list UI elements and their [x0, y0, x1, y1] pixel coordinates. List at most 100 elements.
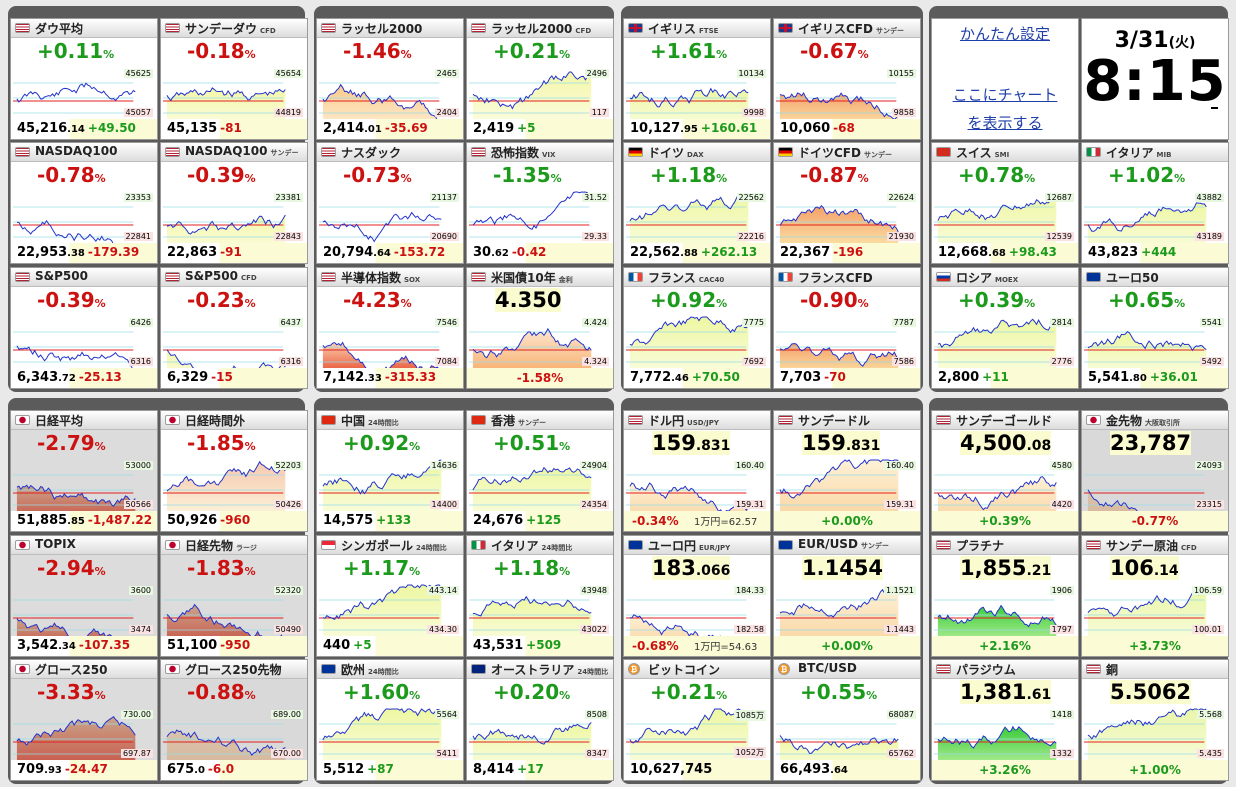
market-card[interactable]: 日経平均 53000 50566 -2.79% 51,885.85 -1,487.22 [10, 410, 158, 532]
market-card[interactable]: 香港 サンデー 24904 24354 +0.51% 24,676 +125 [466, 410, 614, 532]
change-percent: +0.39% [979, 514, 1031, 528]
market-card[interactable]: ダウ平均 45625 45057 +0.11% 45,216.14 +49.50 [10, 18, 158, 140]
percent-sign: % [716, 48, 728, 61]
market-card[interactable]: ユーロ50 5541 5492 +0.65% 5,541.80 +36.01 [1081, 267, 1229, 389]
market-card[interactable]: ドイツ DAX 22562 22216 +1.18% 22,562.88 +262.13 [623, 142, 771, 264]
price-decimal: .68 [988, 248, 1006, 259]
market-card[interactable]: 恐怖指数 VIX 31.52 29.33 -1.35% 30.62 -0.42 [466, 142, 614, 264]
market-card[interactable]: グロース250 730.00 697.87 -3.33% 709.93 -24.47 [10, 659, 158, 781]
market-name: 米国債10年 金利 [491, 269, 573, 286]
percent-sign: % [94, 172, 106, 185]
market-card[interactable]: S&P500 6426 6316 -0.39% 6,343.72 -25.13 [10, 267, 158, 389]
market-card[interactable]: 日経時間外 52203 50426 -1.85% 50,926 -960 [160, 410, 308, 532]
market-card[interactable]: NASDAQ100 サンデー 23381 22843 -0.39% 22,863 -91 [160, 142, 308, 264]
market-name-text: グロース250 [35, 663, 108, 677]
market-card[interactable]: ドル円 USD/JPY 160.40 159.31 159.831 -0.34% 1万円=6… [623, 410, 771, 532]
quote-decimal: .08 [1026, 438, 1052, 454]
change-percent-value: -3.33 [37, 680, 95, 704]
market-name-text: ドル円 [648, 414, 685, 428]
market-card[interactable]: 欧州 24時間比 5564 5411 +1.60% 5,512 +87 [316, 659, 464, 781]
price-value: 3,542.34 -107.35 [17, 638, 130, 653]
market-card[interactable]: S&P500 CFD 6437 6316 -0.23% 6,329 -15 [160, 267, 308, 389]
sparkline-chart [625, 708, 749, 774]
market-card[interactable]: ラッセル2000 2465 2404 -1.46% 2,414.01 -35.69 [316, 18, 464, 140]
price-decimal: .34 [58, 641, 76, 652]
market-card[interactable]: 半導体指数 SOX 7546 7084 -4.23% 7,142.33 -315.33 [316, 267, 464, 389]
market-card[interactable]: サンデードル 160.40 159.31 159.831 +0.00% [773, 410, 921, 532]
us-flag-icon [165, 272, 180, 282]
market-card[interactable]: パラジウム 1418 1332 1,381.61 +3.26% [931, 659, 1079, 781]
sparkline-line [166, 87, 286, 102]
clock-mark [1211, 107, 1218, 109]
market-name: EUR/USD サンデー [798, 537, 889, 551]
market-card[interactable]: TOPIX 3600 3474 -2.94% 3,542.34 -107.35 [10, 535, 158, 657]
market-card[interactable]: ユーロ円 EUR/JPY 184.33 182.58 183.066 -0.68% 1万円=… [623, 535, 771, 657]
price-value: 7,142.33 -315.33 [323, 370, 436, 385]
market-card[interactable]: NASDAQ100 23353 22841 -0.78% 22,953.38 -179.3… [10, 142, 158, 264]
market-card[interactable]: サンデーダウ CFD 45654 44819 -0.18% 45,135 -81 [160, 18, 308, 140]
market-card[interactable]: オーストラリア 24時間比 8508 8347 +0.20% 8,414 +17 [466, 659, 614, 781]
market-card[interactable]: サンデーゴールド 4580 4420 4,500.08 +0.39% [931, 410, 1079, 532]
price-decimal: .85 [67, 516, 85, 527]
price-decimal: .80 [1129, 373, 1147, 384]
market-card[interactable]: 銅 5.568 5.435 5.5062 +1.00% [1081, 659, 1229, 781]
low-value: 5411 [434, 749, 459, 758]
quote-integer: 5.5062 [1110, 680, 1192, 704]
sparkline-line [166, 460, 286, 492]
market-card[interactable]: イタリア MIB 43882 43189 +1.02% 43,823 +444 [1081, 142, 1229, 264]
price-row: 22,367 -196 [774, 243, 920, 263]
market-card[interactable]: イギリス FTSE 10134 9998 +1.61% 10,127.95 +160.61 [623, 18, 771, 140]
market-card[interactable]: フランスCFD 7787 7586 -0.90% 7,703 -70 [773, 267, 921, 389]
low-value: 44819 [273, 108, 303, 117]
market-card[interactable]: グロース250先物 689.00 670.00 -0.88% 675.0 -6.0 [160, 659, 308, 781]
market-card[interactable]: プラチナ 1906 1797 1,855.21 +2.16% [931, 535, 1079, 657]
market-subtitle: USD/JPY [687, 419, 719, 427]
change-percent: -1.46% [343, 39, 412, 63]
percent-sign: % [1024, 172, 1036, 185]
change-percent-value: +1.02 [1108, 163, 1175, 187]
high-value: 2814 [1049, 318, 1074, 327]
price-value: 675.0 -6.0 [167, 762, 234, 777]
market-card[interactable]: 中国 24時間比 14636 14400 +0.92% 14,575 +133 [316, 410, 464, 532]
show-chart-link[interactable]: ここにチャートを表示する [952, 86, 1058, 132]
market-card[interactable]: スイス SMI 12687 12539 +0.78% 12,668.68 +98.43 [931, 142, 1079, 264]
sparkline-line [322, 211, 442, 243]
market-card[interactable]: ナスダック 21137 20690 -0.73% 20,794.64 -153.72 [316, 142, 464, 264]
market-card[interactable]: EUR/USD サンデー 1.1521 1.1443 1.1454 +0.00% [773, 535, 921, 657]
market-card[interactable]: 金先物 大阪取引所 24093 23315 23,787 -0.77% [1081, 410, 1229, 532]
price-value: 22,367 -196 [780, 245, 863, 260]
market-card[interactable]: サンデー原油 CFD 106.59 100.01 106.14 +3.73% [1081, 535, 1229, 657]
market-card[interactable]: ₿ ビットコイン 1085万 1052万 +0.21% 10,627,745 [623, 659, 771, 781]
market-subtitle: FTSE [699, 27, 719, 35]
market-name-text: ナスダック [341, 146, 402, 160]
market-card[interactable]: シンガポール 24時間比 443.14 434.30 +1.17% 440 +5 [316, 535, 464, 657]
market-card[interactable]: 日経先物 ラージ 52320 50490 -1.83% 51,100 -950 [160, 535, 308, 657]
market-card[interactable]: ₿ BTC/USD 68087 65762 +0.55% 66,493.64 [773, 659, 921, 781]
market-card[interactable]: ラッセル2000 CFD 2496 117 +0.21% 2,419 +5 [466, 18, 614, 140]
price-value: 14,575 +133 [323, 513, 411, 528]
percent-sign: % [1174, 297, 1186, 310]
low-value: 24354 [579, 500, 609, 509]
market-card[interactable]: フランス CAC40 7775 7692 +0.92% 7,772.46 +70.50 [623, 267, 771, 389]
high-value: 6426 [128, 318, 153, 327]
market-card[interactable]: 米国債10年 金利 4.424 4.324 4.350 -1.58% [466, 267, 614, 389]
low-value: 50566 [123, 500, 153, 509]
market-name: 半導体指数 SOX [341, 269, 420, 286]
percent-sign: % [244, 565, 256, 578]
market-card[interactable]: イタリア 24時間比 43948 43022 +1.18% 43,531 +509 [466, 535, 614, 657]
low-value: 6316 [278, 357, 303, 366]
price-change: +444 [1141, 245, 1177, 259]
market-card[interactable]: ドイツCFD サンデー 22624 21930 -0.87% 22,367 -196 [773, 142, 921, 264]
price-change: -24.47 [64, 762, 108, 776]
card-header: ドル円 USD/JPY [624, 411, 770, 430]
price-integer: 5,541 [1088, 370, 1130, 385]
market-card[interactable]: ロシア MOEX 2814 2776 +0.39% 2,800 +11 [931, 267, 1079, 389]
percent-sign: % [94, 297, 106, 310]
quote-price: 5.5062 [1110, 680, 1192, 704]
market-card[interactable]: イギリスCFD サンデー 10155 9858 -0.67% 10,060 -68 [773, 18, 921, 140]
change-percent: +1.18% [493, 556, 570, 580]
change-percent-value: -0.18 [187, 39, 245, 63]
easy-settings-link[interactable]: かんたん設定 [959, 25, 1050, 43]
us-flag-icon [936, 415, 951, 425]
percent-sign: % [857, 48, 869, 61]
